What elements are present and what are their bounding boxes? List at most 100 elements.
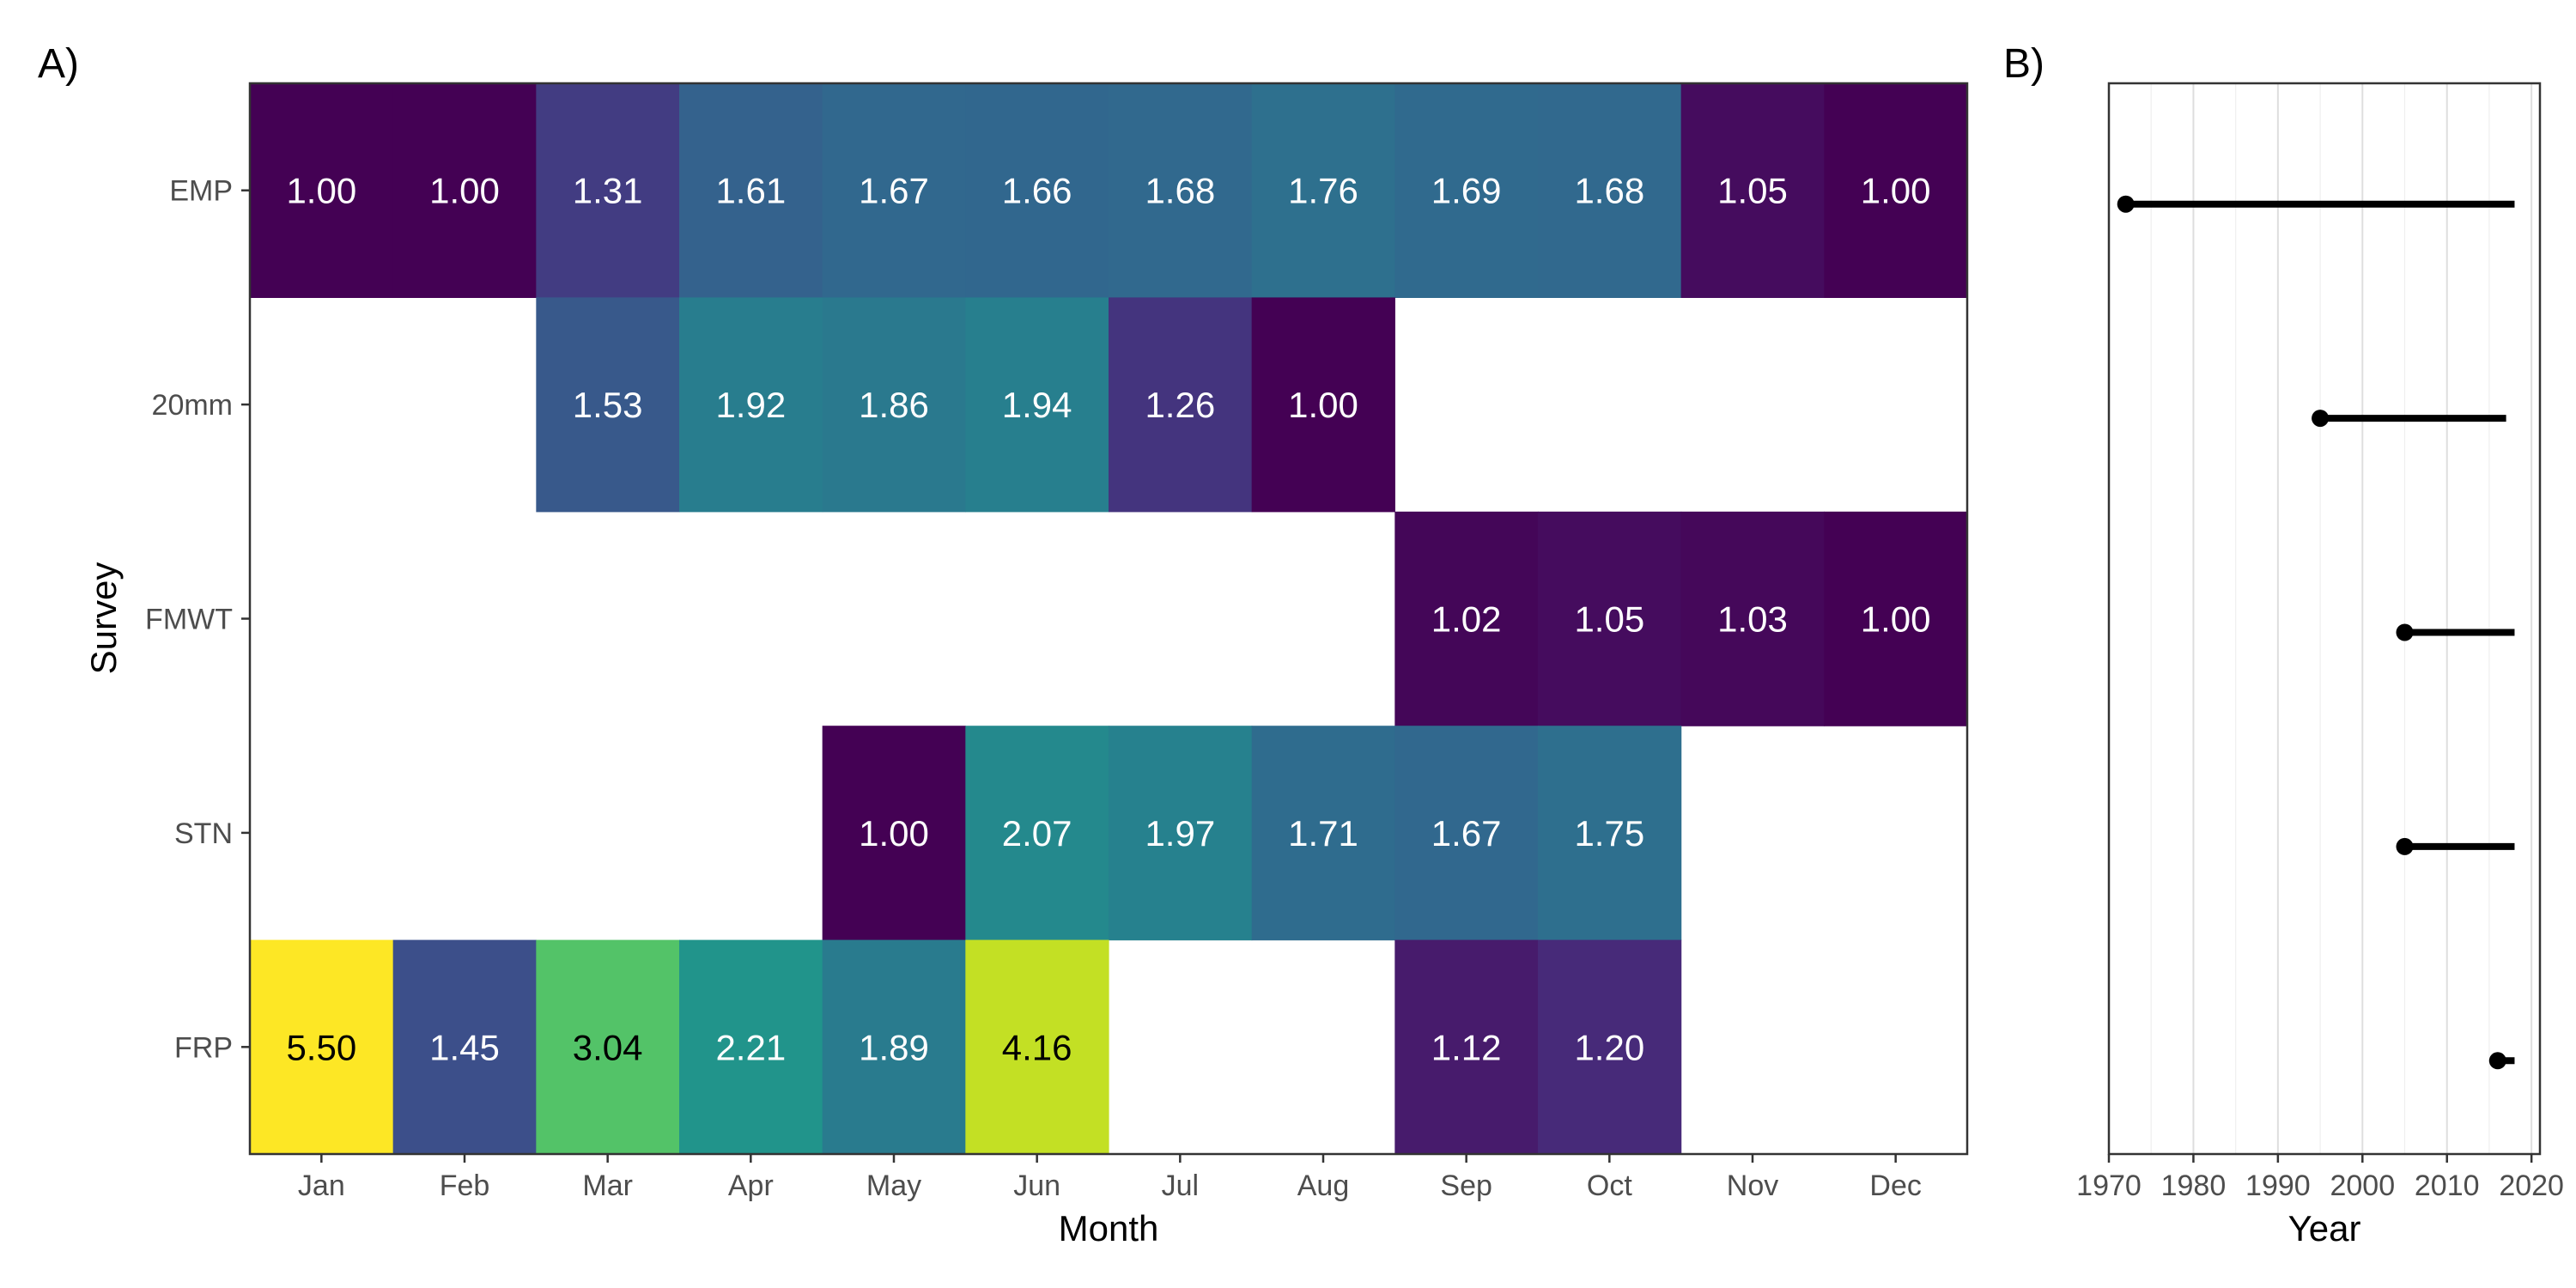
range-start-point (2312, 410, 2330, 428)
heatmap-cell (965, 297, 1109, 513)
heatmap-cell-label: 1.86 (859, 385, 929, 425)
heatmap-cell (250, 83, 394, 298)
year-tick-label: 1990 (2245, 1170, 2311, 1202)
heatmap-cell (1109, 83, 1253, 298)
y-tick-label: FRP (174, 1031, 233, 1064)
heatmap-cell-label: 1.00 (1861, 599, 1931, 640)
heatmap-cell (392, 939, 537, 1155)
panel-b-label: B) (2003, 41, 2044, 87)
x-tick-label: Oct (1587, 1170, 1632, 1202)
heatmap-cell (536, 297, 680, 513)
heatmap-cell-label: 1.31 (573, 171, 643, 211)
heatmap-cell-label: 1.67 (859, 171, 929, 211)
range-marks (2117, 195, 2515, 1070)
heatmap-cell-label: 2.21 (715, 1027, 786, 1067)
x-tick-label: Feb (440, 1170, 490, 1202)
heatmap-cell-label: 1.71 (1288, 813, 1358, 854)
x-tick-label: Sep (1440, 1170, 1492, 1202)
heatmap-cell (1394, 726, 1539, 941)
heatmap-cell-label: 1.92 (715, 385, 786, 425)
heatmap-cell (1680, 83, 1825, 298)
heatmap-cell-label: 1.61 (715, 171, 786, 211)
range-start-point (2396, 837, 2414, 855)
heatmap-cell-label: 2.07 (1002, 813, 1072, 854)
range-x-axis: 1970 1980 1990 2000 2010 2020 (2076, 1154, 2564, 1202)
heatmap-cell (1538, 939, 1682, 1155)
heatmap-cell (1251, 83, 1395, 298)
heatmap-cell-label: 1.69 (1431, 171, 1502, 211)
heatmap-cell-label: 1.00 (1288, 385, 1358, 425)
heatmap-cell (1394, 939, 1539, 1155)
heatmap-y-axis: EMP 20mm FMWT STN FRP (145, 175, 250, 1064)
heatmap-cell (822, 83, 966, 298)
x-tick-label: Mar (582, 1170, 633, 1202)
heatmap-cell (392, 83, 537, 298)
heatmap-cell-label: 1.00 (429, 171, 500, 211)
year-tick-label: 1980 (2161, 1170, 2227, 1202)
heatmap-cell (965, 83, 1109, 298)
y-tick-label: STN (174, 817, 233, 850)
x-tick-label: Dec (1869, 1170, 1921, 1202)
x-tick-label: Aug (1297, 1170, 1350, 1202)
heatmap-cell (1251, 726, 1395, 941)
heatmap-cell (1824, 511, 1968, 726)
heatmap-cell-label: 1.75 (1574, 813, 1644, 854)
x-tick-label: Jan (298, 1170, 345, 1202)
x-tick-label: Apr (728, 1170, 774, 1202)
heatmap-cells: 1.00 1.00 1.31 1.61 1.67 1.66 1.68 1.76 1.69 1.68… (250, 83, 1968, 1155)
heatmap-cell-label: 1.02 (1431, 599, 1502, 640)
y-tick-label: EMP (169, 175, 233, 208)
heatmap-cell-label: 1.00 (1861, 171, 1931, 211)
heatmap-cell (1680, 511, 1825, 726)
x-tick-label: May (866, 1170, 921, 1202)
heatmap-cell (965, 939, 1109, 1155)
heatmap-cell-label: 1.68 (1145, 171, 1215, 211)
y-tick-label: FMWT (145, 604, 233, 636)
heatmap-cell (536, 939, 680, 1155)
heatmap-cell-label: 1.94 (1002, 385, 1072, 425)
heatmap-cell (679, 939, 823, 1155)
range-x-axis-title: Year (2288, 1208, 2361, 1249)
heatmap-cell (679, 297, 823, 513)
heatmap-y-axis-title: Survey (83, 562, 124, 675)
x-tick-label: Nov (1727, 1170, 1778, 1202)
heatmap-cell-label: 1.68 (1574, 171, 1644, 211)
heatmap-cell-label: 1.76 (1288, 171, 1358, 211)
year-tick-label: 2000 (2330, 1170, 2395, 1202)
heatmap-cell-label: 4.16 (1002, 1027, 1072, 1067)
heatmap-cell (822, 939, 966, 1155)
heatmap-cell-label: 3.04 (573, 1027, 643, 1067)
heatmap-x-axis-title: Month (1059, 1208, 1159, 1249)
panel-a-label: A) (38, 41, 79, 87)
range-start-point (2488, 1052, 2506, 1070)
heatmap-cell-label: 5.50 (286, 1027, 356, 1067)
year-tick-label: 2020 (2499, 1170, 2564, 1202)
range-start-point (2396, 623, 2414, 641)
heatmap-cell-label: 1.89 (859, 1027, 929, 1067)
heatmap-cell-label: 1.45 (429, 1027, 500, 1067)
heatmap-x-axis: Jan Feb Mar Apr May Jun Jul Aug Sep Oct Nov Dec (298, 1154, 1922, 1202)
heatmap-cell (1538, 726, 1682, 941)
heatmap-cell-label: 1.00 (859, 813, 929, 854)
x-tick-label: Jun (1013, 1170, 1060, 1202)
heatmap-cell (1394, 83, 1539, 298)
heatmap-cell (965, 726, 1109, 941)
heatmap-cell-label: 1.00 (286, 171, 356, 211)
range-gridlines (2108, 83, 2533, 1154)
heatmap-cell-label: 1.26 (1145, 385, 1215, 425)
heatmap-cell-label: 1.05 (1574, 599, 1644, 640)
heatmap-cell (536, 83, 680, 298)
heatmap-cell (1394, 511, 1539, 726)
heatmap-cell (1109, 726, 1253, 941)
heatmap-cell-label: 1.53 (573, 385, 643, 425)
heatmap-cell (250, 939, 394, 1155)
heatmap-cell (1538, 83, 1682, 298)
year-tick-label: 1970 (2076, 1170, 2142, 1202)
x-tick-label: Jul (1162, 1170, 1199, 1202)
year-tick-label: 2010 (2415, 1170, 2480, 1202)
heatmap-cell-label: 1.05 (1717, 171, 1788, 211)
heatmap-cell (822, 297, 966, 513)
heatmap-cell-label: 1.12 (1431, 1027, 1502, 1067)
heatmap-cell (1824, 83, 1968, 298)
